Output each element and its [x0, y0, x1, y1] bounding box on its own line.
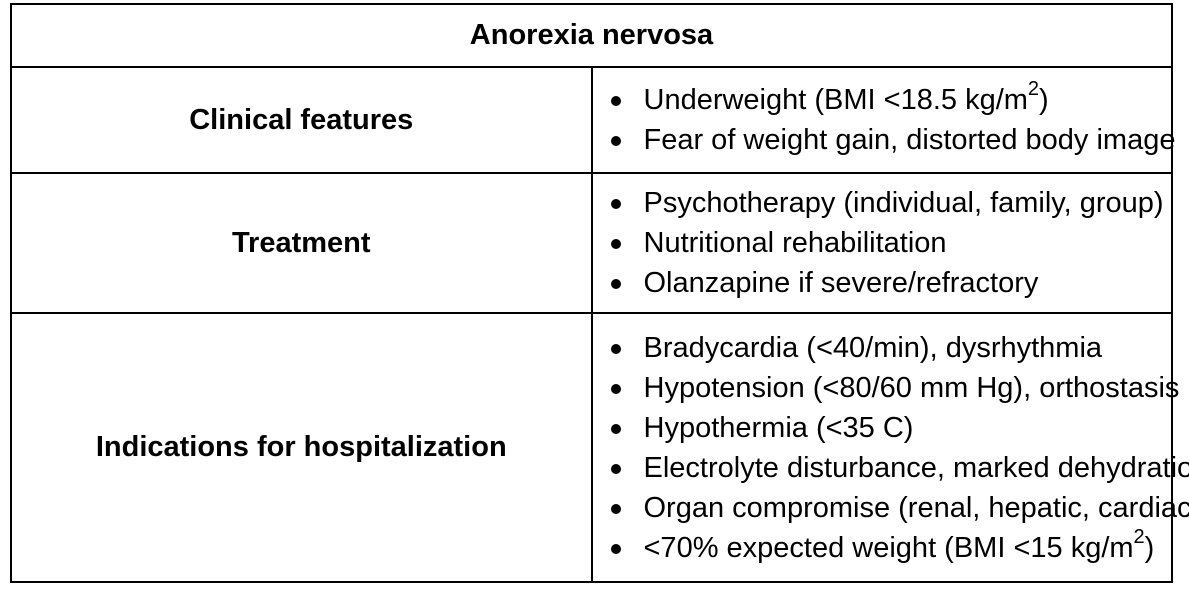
anorexia-nervosa-table: Anorexia nervosa Clinical features Under… [10, 3, 1189, 583]
list-item: Bradycardia (<40/min), dysrhythmia [607, 328, 1172, 368]
hospitalization-list-cell: Bradycardia (<40/min), dysrhythmia Hypot… [590, 312, 1189, 583]
list-item: <70% expected weight (BMI <15 kg/m2) [607, 527, 1172, 568]
table-row-treatment: Treatment Psychotherapy (individual, fam… [10, 172, 1173, 314]
row-label-treatment: Treatment [10, 172, 593, 314]
treatment-list-cell: Psychotherapy (individual, family, group… [590, 172, 1173, 314]
list-item: Organ compromise (renal, hepatic, cardia… [607, 488, 1189, 528]
list-item: Fear of weight gain, distorted body imag… [607, 120, 1175, 160]
list-item: Nutritional rehabilitation [607, 223, 1172, 263]
list-item: Psychotherapy (individual, family, group… [607, 183, 1172, 223]
row-label-clinical-features: Clinical features [10, 66, 593, 174]
table-title: Anorexia nervosa [10, 3, 1173, 68]
treatment-list: Psychotherapy (individual, family, group… [607, 183, 1172, 303]
list-item: Underweight (BMI <18.5 kg/m2) [607, 79, 1172, 120]
row-label-hospitalization: Indications for hospitalization [10, 312, 593, 583]
table-row-hospitalization: Indications for hospitalization Bradycar… [10, 312, 1189, 583]
list-item: Electrolyte disturbance, marked dehydrat… [607, 448, 1189, 488]
clinical-features-list-cell: Underweight (BMI <18.5 kg/m2) Fear of we… [590, 66, 1175, 174]
list-item: Olanzapine if severe/refractory [607, 263, 1172, 303]
table-row-clinical-features: Clinical features Underweight (BMI <18.5… [10, 66, 1175, 174]
clinical-features-list: Underweight (BMI <18.5 kg/m2) Fear of we… [607, 79, 1175, 160]
list-item: Hypotension (<80/60 mm Hg), orthostasis [607, 368, 1179, 408]
hospitalization-list: Bradycardia (<40/min), dysrhythmia Hypot… [607, 328, 1189, 568]
list-item: Hypothermia (<35 C) [607, 408, 1172, 448]
